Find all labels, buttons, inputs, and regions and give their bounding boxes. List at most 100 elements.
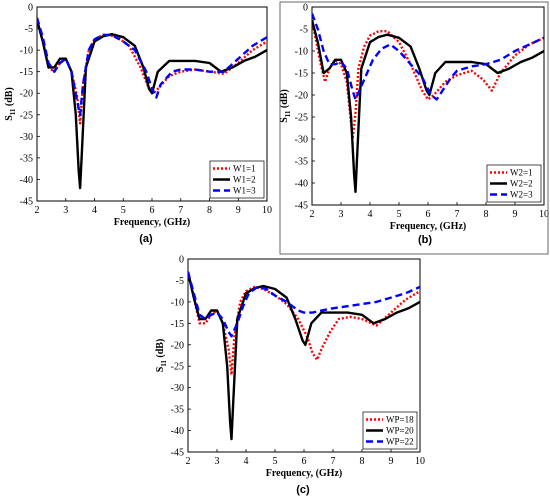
- y-tick-label: -10: [171, 297, 184, 308]
- x-tick-label: 7: [455, 209, 460, 220]
- x-tick-label: 4: [368, 209, 373, 220]
- legend: W1=1W1=2W1=3: [209, 160, 265, 199]
- series-group: [312, 13, 544, 194]
- panel-caption: (a): [139, 233, 153, 245]
- chart-panel-c: 2 3 4 5 6 7 8 9 10 0 -5 -10 -15 -20 -25 -30 -35 -40 -45 Fre…: [155, 255, 425, 497]
- chart-panel-b: 2 3 4 5 6 7 8 9 10 0 -5 -10 -15 -20 -25 -30 -35 -40 -45 Fre…: [279, 3, 549, 247]
- series-line-wp-22: [188, 271, 420, 338]
- y-tick-label: -15: [295, 69, 308, 80]
- panel-caption: (c): [296, 484, 310, 496]
- x-tick-label: 6: [302, 456, 307, 467]
- y-tick-label: -10: [20, 46, 33, 57]
- y-tick-label: -5: [25, 24, 33, 35]
- x-tick-label: 6: [426, 209, 431, 220]
- series-line-w2-2: [312, 19, 544, 194]
- legend-label: W2=2: [510, 179, 533, 189]
- chart-panel-a: 2 3 4 5 6 7 8 9 10 0 -5 -10 -15 -20 -25 -30 -35 -40 -45 Fre…: [4, 3, 272, 246]
- legend-label: W2=1: [510, 168, 533, 178]
- y-tick-label: -45: [171, 448, 184, 459]
- x-tick-label: 8: [207, 205, 212, 216]
- y-tick-label: -15: [20, 67, 33, 78]
- x-tick-label: 3: [339, 209, 344, 220]
- y-tick-label: -45: [295, 201, 308, 212]
- y-tick-label: 0: [28, 3, 33, 14]
- x-tick-label: 7: [178, 205, 183, 216]
- y-axis-label-sub: 11: [9, 108, 17, 115]
- y-tick-label: -40: [20, 175, 33, 186]
- y-tick-label: -40: [295, 179, 308, 190]
- y-tick-label: -15: [171, 319, 184, 330]
- series-line-w1-2: [37, 19, 267, 190]
- legend: W2=1W2=2W2=3: [486, 164, 542, 203]
- y-tick-label: -30: [20, 132, 33, 143]
- x-tick-label: 9: [236, 205, 241, 216]
- y-tick-label: -25: [20, 110, 33, 121]
- y-axis-label-unit: (dB): [4, 87, 15, 108]
- y-axis-label: S11 (dB): [279, 89, 292, 123]
- panel-b-frame: [279, 1, 549, 255]
- y-tick-label: -30: [171, 383, 184, 394]
- y-axis-label-main: S: [155, 366, 166, 372]
- y-tick-label: -20: [171, 340, 184, 351]
- x-tick-label: 2: [186, 456, 191, 467]
- y-tick-label: -25: [295, 113, 308, 124]
- legend-label: WP=22: [386, 437, 414, 447]
- series-line-w1-3: [37, 17, 267, 117]
- y-tick-label: -20: [20, 89, 33, 100]
- x-tick-label: 4: [92, 205, 97, 216]
- x-tick-label: 7: [331, 456, 336, 467]
- y-tick-label: -35: [295, 157, 308, 168]
- y-axis-label-main: S: [279, 117, 290, 123]
- legend-label: W1=1: [233, 164, 256, 174]
- x-axis-label: Frequency, (GHz): [114, 217, 190, 228]
- y-axis-label-sub: 11: [160, 360, 168, 367]
- x-tick-label: 9: [513, 209, 518, 220]
- series-line-wp-18: [188, 271, 420, 376]
- y-tick-label: -45: [20, 197, 33, 208]
- x-tick-label: 3: [215, 456, 220, 467]
- x-tick-label: 2: [35, 205, 40, 216]
- x-tick-label: 8: [360, 456, 365, 467]
- x-tick-label: 5: [273, 456, 278, 467]
- x-tick-label: 3: [63, 205, 68, 216]
- legend-label: W2=3: [510, 190, 533, 200]
- x-tick-label: 10: [539, 209, 549, 220]
- y-tick-label: -10: [295, 47, 308, 58]
- y-tick-label: -5: [176, 276, 184, 287]
- series-group: [188, 271, 420, 441]
- x-tick-label: 5: [121, 205, 126, 216]
- legend-label: WP=20: [386, 426, 414, 436]
- y-tick-label: 0: [179, 255, 184, 266]
- legend-label: W1=2: [233, 175, 256, 185]
- y-axis-label-sub: 11: [284, 110, 292, 117]
- y-tick-label: -20: [295, 91, 308, 102]
- x-tick-label: 5: [397, 209, 402, 220]
- y-axis-label: S11 (dB): [4, 87, 17, 121]
- legend-label: W1=3: [233, 186, 256, 196]
- y-tick-label: -35: [20, 153, 33, 164]
- panel-caption: (b): [418, 234, 432, 246]
- x-tick-label: 10: [262, 205, 272, 216]
- y-tick-label: -30: [295, 135, 308, 146]
- y-axis-label: S11 (dB): [155, 339, 168, 373]
- series-line-wp-20: [188, 271, 420, 441]
- y-tick-label: 0: [303, 3, 308, 14]
- y-axis-label-main: S: [4, 115, 15, 121]
- y-axis-label-unit: (dB): [155, 339, 166, 360]
- x-tick-label: 4: [244, 456, 249, 467]
- x-axis-label: Frequency, (GHz): [266, 468, 342, 479]
- y-tick-label: -5: [300, 25, 308, 36]
- series-group: [37, 17, 267, 190]
- x-axis-label: Frequency, (GHz): [390, 221, 466, 232]
- y-tick-label: -35: [171, 405, 184, 416]
- x-tick-label: 6: [150, 205, 155, 216]
- y-tick-label: -25: [171, 362, 184, 373]
- y-tick-label: -40: [171, 426, 184, 437]
- x-tick-label: 9: [389, 456, 394, 467]
- x-tick-label: 2: [310, 209, 315, 220]
- x-tick-label: 10: [415, 456, 425, 467]
- series-line-w2-3: [312, 13, 544, 101]
- x-tick-label: 8: [484, 209, 489, 220]
